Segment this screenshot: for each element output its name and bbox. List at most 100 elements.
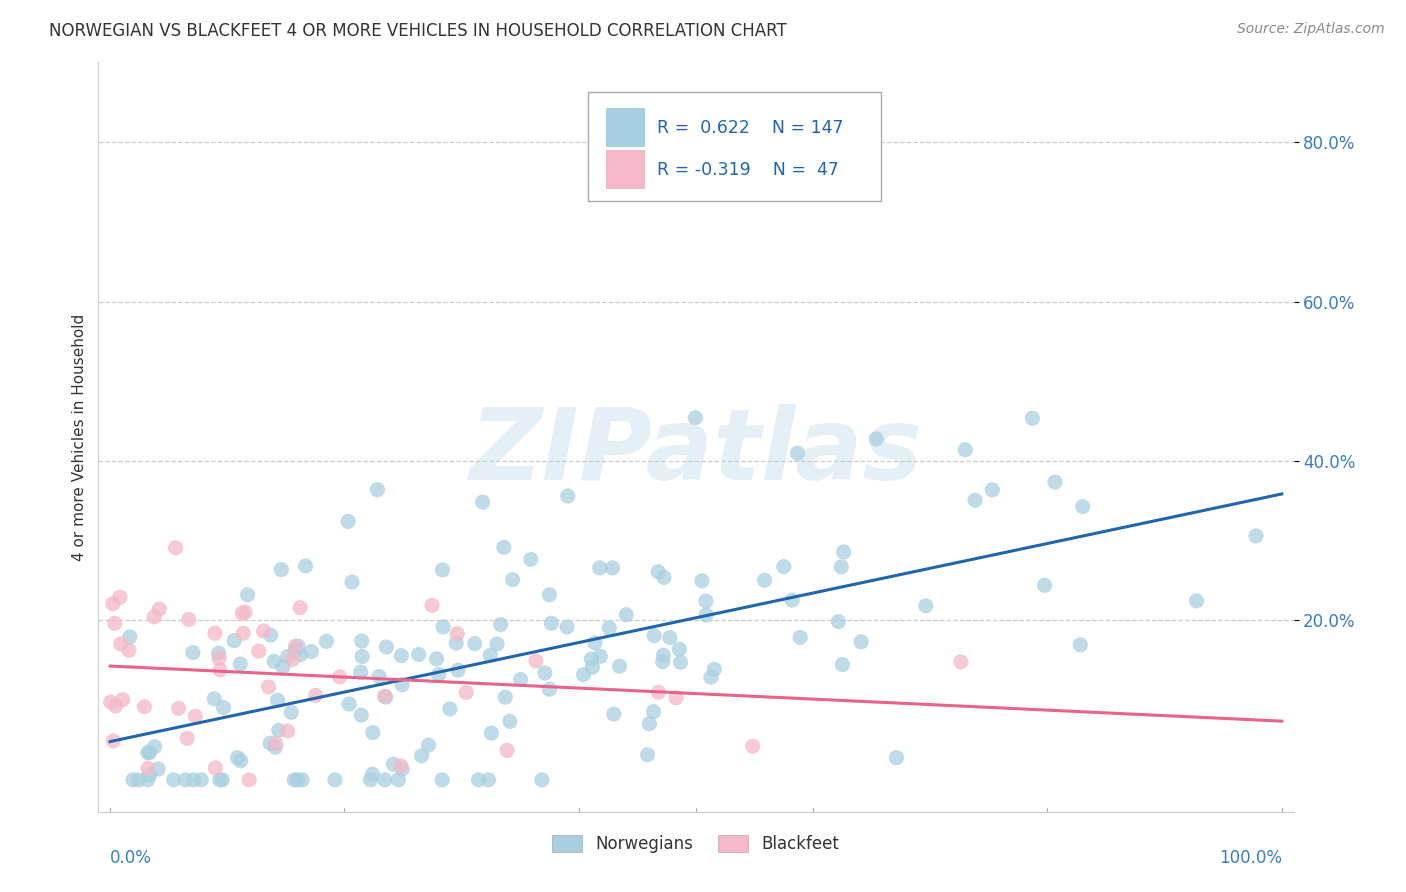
Point [263, 654, 285, 668]
FancyBboxPatch shape [606, 150, 644, 189]
Point [231, 607, 253, 621]
Point [118, 643, 141, 657]
Point [520, 552, 543, 566]
Point [366, 483, 388, 497]
Point [204, 626, 226, 640]
Point [146, 762, 169, 776]
Text: R =  0.622    N = 147: R = 0.622 N = 147 [657, 119, 844, 136]
Text: ZIPatlas: ZIPatlas [470, 403, 922, 500]
Text: Source: ZipAtlas.com: Source: ZipAtlas.com [1237, 22, 1385, 37]
Point [352, 649, 374, 664]
Point [143, 610, 166, 624]
Point [831, 657, 853, 672]
Point [177, 612, 200, 626]
Point [229, 657, 252, 671]
Point [190, 772, 212, 787]
Point [283, 772, 305, 787]
Point [581, 660, 603, 674]
Point [277, 649, 299, 664]
Point [637, 747, 659, 762]
Point [294, 559, 316, 574]
Point [232, 626, 254, 640]
Point [789, 631, 811, 645]
Point [183, 772, 205, 787]
FancyBboxPatch shape [589, 93, 882, 201]
Point [598, 621, 620, 635]
Point [266, 693, 288, 707]
Text: 100.0%: 100.0% [1219, 849, 1282, 867]
Point [669, 656, 692, 670]
Point [204, 761, 226, 775]
Point [496, 743, 519, 757]
Point [184, 709, 207, 723]
Point [284, 643, 307, 657]
Point [374, 690, 396, 704]
Point [267, 723, 290, 738]
Point [389, 759, 412, 773]
Point [439, 702, 461, 716]
Point [955, 442, 977, 457]
Point [281, 652, 304, 666]
Point [830, 560, 852, 574]
Point [374, 690, 396, 704]
Point [136, 772, 159, 787]
Point [865, 432, 887, 446]
Point [411, 748, 433, 763]
Point [101, 597, 124, 611]
Point [572, 667, 595, 681]
Point [136, 761, 159, 775]
Point [277, 723, 299, 738]
Point [162, 772, 184, 787]
Point [291, 772, 314, 787]
Point [165, 541, 187, 555]
Point [754, 573, 776, 587]
Point [703, 662, 725, 676]
Point [502, 573, 524, 587]
Point [127, 772, 149, 787]
Point [387, 772, 409, 787]
Point [1069, 638, 1091, 652]
Point [471, 495, 494, 509]
Point [211, 772, 233, 787]
Point [589, 561, 612, 575]
Point [1043, 475, 1066, 489]
FancyBboxPatch shape [606, 108, 644, 147]
Point [350, 708, 373, 723]
Point [368, 669, 391, 683]
Point [252, 624, 274, 638]
Point [108, 590, 131, 604]
Point [408, 648, 430, 662]
Point [226, 750, 249, 764]
Point [280, 706, 302, 720]
Point [652, 570, 675, 584]
Point [208, 772, 231, 787]
Point [430, 772, 453, 787]
Point [538, 588, 561, 602]
Point [447, 663, 470, 677]
Point [589, 649, 612, 664]
Point [202, 691, 225, 706]
Point [1071, 500, 1094, 514]
Point [374, 772, 396, 787]
Point [658, 631, 681, 645]
Point [685, 410, 707, 425]
Point [337, 697, 360, 711]
Point [647, 685, 669, 699]
Point [304, 689, 326, 703]
Point [420, 599, 443, 613]
Text: NORWEGIAN VS BLACKFEET 4 OR MORE VEHICLES IN HOUSEHOLD CORRELATION CHART: NORWEGIAN VS BLACKFEET 4 OR MORE VEHICLE… [49, 22, 787, 40]
Point [260, 628, 283, 642]
Point [122, 772, 145, 787]
Y-axis label: 4 or more Vehicles in Household: 4 or more Vehicles in Household [72, 313, 87, 561]
Point [299, 644, 322, 658]
Point [886, 750, 908, 764]
Point [467, 772, 489, 787]
Point [981, 483, 1004, 497]
Point [264, 736, 287, 750]
Point [849, 635, 872, 649]
Point [456, 685, 478, 699]
Point [538, 682, 561, 697]
Point [557, 489, 579, 503]
Point [665, 690, 688, 705]
Point [780, 593, 803, 607]
